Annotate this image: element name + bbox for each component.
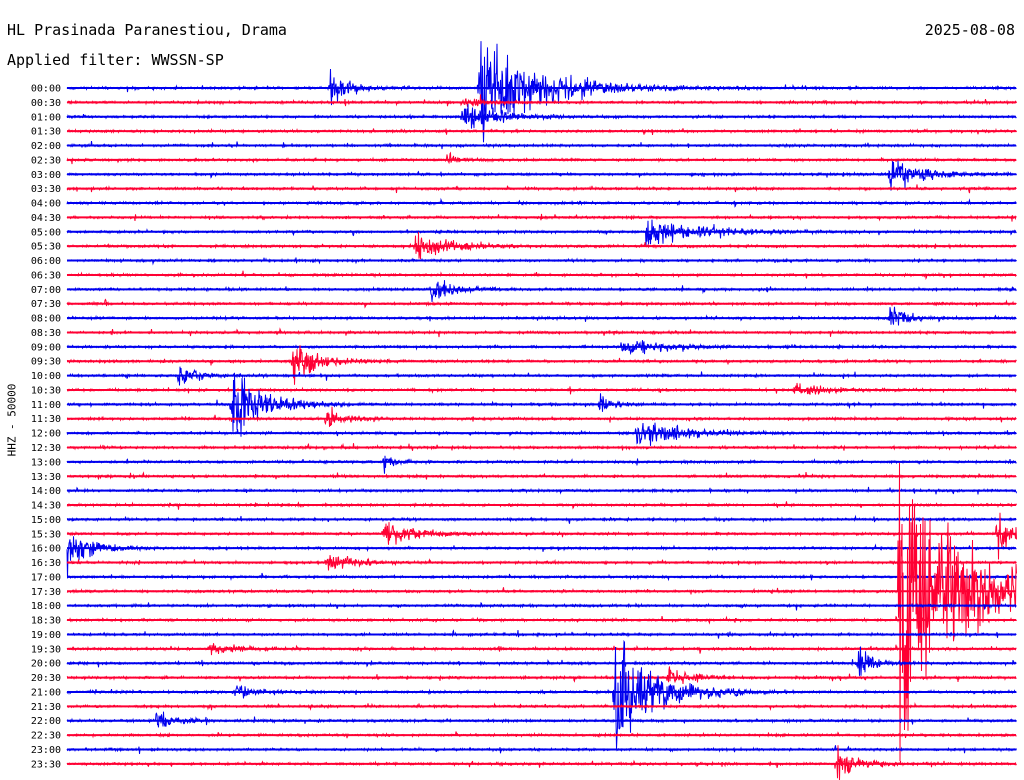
time-tick-label: 14:00	[31, 486, 61, 497]
time-tick-label: 00:00	[31, 84, 61, 95]
time-tick-label: 22:30	[31, 731, 61, 742]
date-label: 2025-08-08	[924, 21, 1015, 39]
time-tick-label: 13:00	[31, 457, 61, 468]
time-tick-label: 04:00	[31, 199, 61, 210]
time-tick-label: 06:30	[31, 270, 61, 281]
trace-row	[66, 219, 1017, 247]
time-tick-label: 09:00	[31, 342, 61, 353]
trace-row	[66, 711, 1017, 728]
time-tick-label: 05:30	[31, 242, 61, 253]
trace-row	[66, 462, 1017, 762]
time-tick-label: 21:00	[31, 688, 61, 699]
time-tick-label: 12:00	[31, 429, 61, 440]
time-tick-label: 08:00	[31, 314, 61, 325]
time-tick-label: 03:30	[31, 184, 61, 195]
time-tick-label: 11:30	[31, 414, 61, 425]
time-tick-label: 15:30	[31, 529, 61, 540]
time-tick-label: 13:30	[31, 472, 61, 483]
time-tick-label: 08:30	[31, 328, 61, 339]
trace-row	[66, 639, 1017, 749]
time-tick-labels: 00:00 00:30 01:00 01:30 02:00 02:30 03:00 03:30…	[31, 84, 61, 771]
trace-row	[66, 646, 1017, 676]
time-tick-label: 20:00	[31, 659, 61, 670]
trace-row	[66, 151, 1017, 165]
time-tick-label: 09:30	[31, 357, 61, 368]
time-tick-label: 22:00	[31, 716, 61, 727]
time-tick-label: 16:30	[31, 558, 61, 569]
time-tick-label: 17:00	[31, 572, 61, 583]
station-title: HL Prasinada Paranestiou, Drama	[7, 21, 287, 39]
time-tick-label: 20:30	[31, 673, 61, 684]
trace-row	[66, 160, 1017, 191]
time-tick-label: 11:00	[31, 400, 61, 411]
time-tick-label: 02:00	[31, 141, 61, 152]
time-tick-label: 15:00	[31, 515, 61, 526]
time-tick-label: 03:00	[31, 170, 61, 181]
time-tick-label: 14:30	[31, 501, 61, 512]
trace-row	[66, 94, 1017, 107]
time-tick-label: 18:00	[31, 601, 61, 612]
time-tick-label: 23:00	[31, 745, 61, 756]
time-tick-label: 18:30	[31, 616, 61, 627]
time-tick-label: 05:00	[31, 227, 61, 238]
time-tick-label: 10:30	[31, 386, 61, 397]
time-tick-label: 06:00	[31, 256, 61, 267]
trace-row	[66, 666, 1017, 685]
trace-row	[66, 306, 1017, 326]
time-tick-label: 21:30	[31, 702, 61, 713]
time-tick-label: 19:30	[31, 644, 61, 655]
trace-row	[66, 382, 1017, 395]
trace-row	[66, 536, 1017, 579]
time-tick-label: 10:00	[31, 371, 61, 382]
time-tick-label: 07:30	[31, 299, 61, 310]
time-tick-label: 07:00	[31, 285, 61, 296]
time-tick-label: 00:30	[31, 98, 61, 109]
time-tick-label: 01:00	[31, 112, 61, 123]
time-tick-label: 01:30	[31, 127, 61, 138]
trace-row	[66, 406, 1017, 427]
time-tick-label: 16:00	[31, 544, 61, 555]
trace-row	[66, 345, 1017, 385]
time-tick-label: 23:30	[31, 759, 61, 770]
trace-row	[66, 455, 1017, 474]
time-tick-label: 17:30	[31, 587, 61, 598]
trace-row	[66, 422, 1017, 446]
trace-row	[66, 280, 1017, 302]
time-tick-label: 19:00	[31, 630, 61, 641]
time-tick-label: 02:30	[31, 155, 61, 166]
time-tick-label: 04:30	[31, 213, 61, 224]
time-tick-label: 12:30	[31, 443, 61, 454]
filter-label: Applied filter: WWSSN-SP	[7, 51, 224, 69]
seismic-traces	[66, 41, 1017, 780]
trace-row	[66, 41, 1017, 143]
